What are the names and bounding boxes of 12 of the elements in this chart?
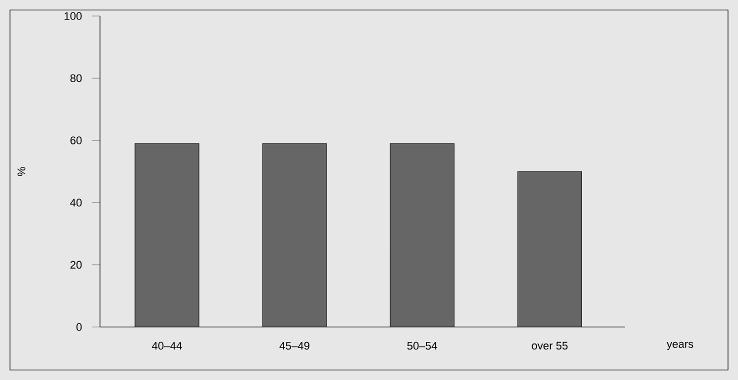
y-tick-label: 20 <box>70 260 82 269</box>
y-tick-label: 80 <box>70 74 82 82</box>
x-tick-label: over 55 <box>532 342 568 350</box>
x-axis-title: years <box>666 342 694 350</box>
y-tick-label: 0 <box>76 323 82 331</box>
y-tick-label: 40 <box>70 198 82 206</box>
y-tick-label: 60 <box>70 136 82 144</box>
y-axis-title: % <box>18 167 26 176</box>
x-tick-label: 45–49 <box>280 342 310 350</box>
x-tick-label: 40–44 <box>152 342 182 350</box>
y-tick-label: 100 <box>64 12 82 20</box>
x-tick-label: 50–54 <box>407 342 438 350</box>
